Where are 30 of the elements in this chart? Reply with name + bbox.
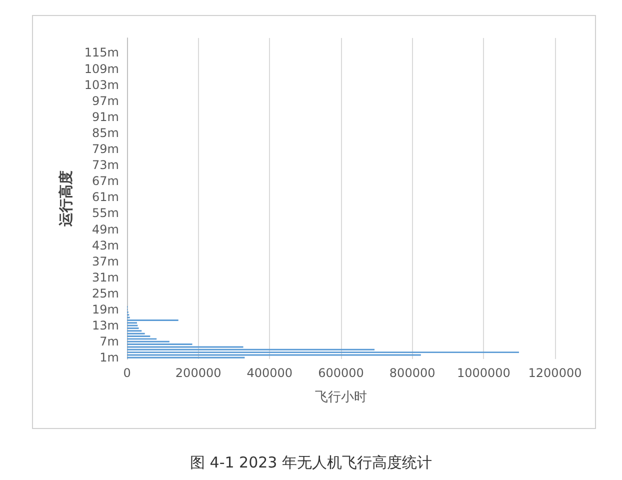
y-tick-label: 37m	[92, 254, 119, 268]
x-tick-label: 400000	[246, 366, 293, 380]
y-tick-label: 7m	[100, 334, 119, 349]
y-tick-label: 73m	[92, 158, 119, 172]
y-tick-label: 43m	[92, 238, 119, 252]
y-tick-label: 109m	[84, 62, 119, 76]
x-tick-label: 200000	[175, 366, 222, 380]
y-tick-label: 1m	[100, 350, 119, 365]
x-tick-label: 800000	[389, 366, 436, 380]
y-tick-label: 97m	[92, 94, 119, 108]
y-tick-label: 61m	[92, 190, 119, 204]
y-tick-label: 67m	[92, 174, 119, 188]
y-tick-label: 55m	[92, 206, 119, 220]
y-axis-title: 运行高度	[58, 170, 75, 228]
y-tick-label: 31m	[92, 270, 119, 284]
x-tick-label: 0	[123, 366, 131, 380]
y-tick-label: 19m	[92, 302, 119, 317]
x-tick-label: 600000	[318, 366, 364, 380]
y-tick-label: 85m	[92, 126, 119, 140]
x-axis-title: 飞行小时	[315, 390, 367, 405]
y-tick-label: 13m	[92, 318, 119, 333]
y-tick-label: 115m	[84, 46, 119, 60]
y-tick-label: 49m	[92, 222, 119, 236]
text: 图 4-1 2023 年无人机飞行高度统计	[190, 454, 432, 472]
x-tick-label: 1000000	[456, 366, 510, 380]
y-tick-label: 103m	[84, 78, 119, 92]
y-tick-label: 25m	[92, 286, 119, 300]
x-tick-label: 1200000	[528, 366, 582, 380]
y-tick-label: 91m	[92, 110, 119, 124]
y-tick-label: 79m	[92, 142, 119, 156]
